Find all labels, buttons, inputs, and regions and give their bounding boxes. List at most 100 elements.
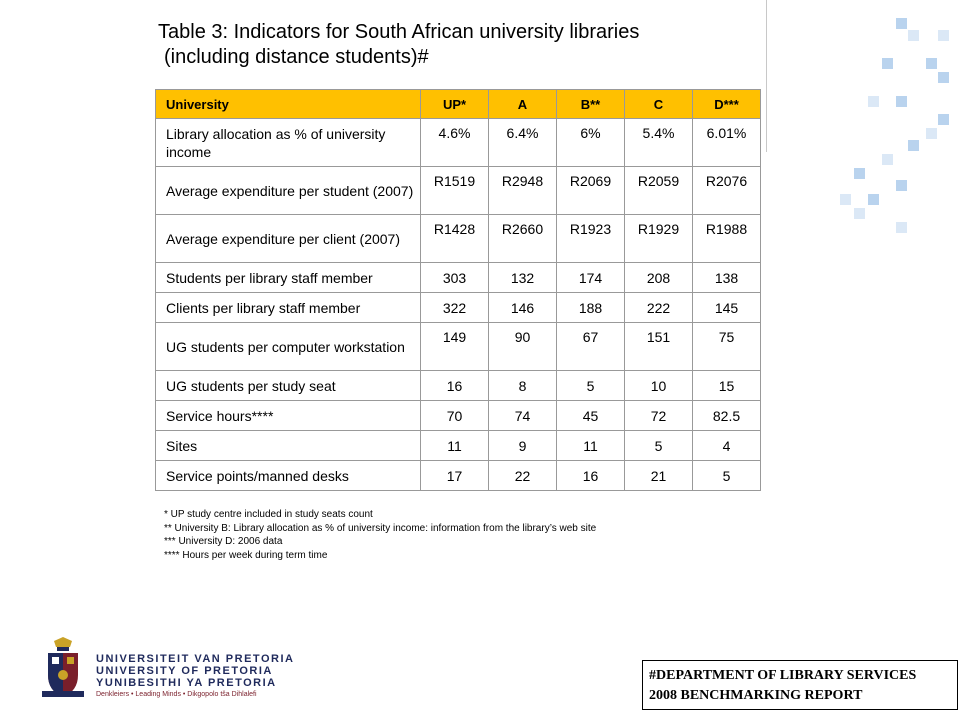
table-cell: 16 [556, 460, 625, 491]
table-cell: 6.4% [488, 118, 557, 167]
department-name: #DEPARTMENT OF LIBRARY SERVICES [649, 668, 917, 683]
table-cell: R1428 [420, 214, 489, 263]
table-row: Students per library staff member 303 13… [155, 262, 761, 293]
logo-wordmark: UNIVERSITEIT VAN PRETORIA UNIVERSITY OF … [96, 653, 294, 700]
row-label: Library allocation as % of university in… [155, 118, 421, 167]
table-cell: R2059 [624, 166, 693, 215]
table-cell: 74 [488, 400, 557, 431]
table-cell: R2660 [488, 214, 557, 263]
table-cell: 90 [488, 322, 557, 371]
table-cell: 5.4% [624, 118, 693, 167]
table-row: Average expenditure per client (2007) R1… [155, 214, 761, 263]
table-cell: R1923 [556, 214, 625, 263]
footnote: ** University B: Library allocation as %… [164, 522, 597, 534]
decor-square [908, 140, 919, 151]
footnote: **** Hours per week during term time [164, 549, 328, 561]
row-label: Clients per library staff member [155, 292, 421, 323]
table-row: UG students per study seat 16 8 5 10 15 [155, 370, 761, 401]
table-row: UG students per computer workstation 149… [155, 322, 761, 371]
table-cell: R1519 [420, 166, 489, 215]
department-footer-box: #DEPARTMENT OF LIBRARY SERVICES 2008 BEN… [642, 660, 958, 710]
decor-square [926, 58, 937, 69]
decor-square [938, 30, 949, 41]
table-row: Average expenditure per student (2007) R… [155, 166, 761, 215]
footnote: * UP study centre included in study seat… [164, 509, 373, 520]
row-label: Average expenditure per student (2007) [155, 166, 421, 215]
table-row: Clients per library staff member 322 146… [155, 292, 761, 323]
column-header: C [624, 89, 693, 119]
table-cell: 174 [556, 262, 625, 293]
decor-square [938, 114, 949, 125]
table-cell: 82.5 [692, 400, 761, 431]
decor-square [882, 58, 893, 69]
table-cell: 75 [692, 322, 761, 371]
table-cell: 72 [624, 400, 693, 431]
decor-square [882, 154, 893, 165]
row-label: UG students per study seat [155, 370, 421, 401]
decor-square [840, 194, 851, 205]
table-cell: 188 [556, 292, 625, 323]
decor-square [938, 72, 949, 83]
table-cell: 11 [420, 430, 489, 461]
column-header: B** [556, 89, 625, 119]
table-cell: R2069 [556, 166, 625, 215]
title-line-1: Table 3: Indicators for South African un… [158, 21, 640, 43]
table-cell: 208 [624, 262, 693, 293]
table-header-row: University UP* A B** C D*** [155, 89, 761, 119]
row-label: Sites [155, 430, 421, 461]
table-cell: R2076 [692, 166, 761, 215]
table-cell: 146 [488, 292, 557, 323]
table-cell: 4.6% [420, 118, 489, 167]
decor-square [854, 168, 865, 179]
logo-line-1: UNIVERSITEIT VAN PRETORIA [96, 653, 295, 665]
table-cell: 4 [692, 430, 761, 461]
column-header: University [155, 89, 421, 119]
table-cell: 5 [624, 430, 693, 461]
table-cell: 10 [624, 370, 693, 401]
table-cell: R2948 [488, 166, 557, 215]
table-cell: 149 [420, 322, 489, 371]
decor-square [926, 128, 937, 139]
decor-square [896, 18, 907, 29]
table-cell: 322 [420, 292, 489, 323]
logo-line-2: UNIVERSITY OF PRETORIA [96, 665, 273, 677]
table-footnotes: * UP study centre included in study seat… [164, 508, 596, 562]
table-cell: 17 [420, 460, 489, 491]
row-label: Service hours**** [155, 400, 421, 431]
divider-line [766, 0, 767, 152]
column-header: D*** [692, 89, 761, 119]
decor-square [854, 208, 865, 219]
table-cell: 5 [556, 370, 625, 401]
table-cell: 8 [488, 370, 557, 401]
table-cell: 21 [624, 460, 693, 491]
column-header: A [488, 89, 557, 119]
table-cell: 303 [420, 262, 489, 293]
table-cell: R1929 [624, 214, 693, 263]
report-name: 2008 BENCHMARKING REPORT [649, 688, 863, 703]
table-cell: 138 [692, 262, 761, 293]
decorative-square-pattern [830, 0, 960, 300]
table-cell: 11 [556, 430, 625, 461]
table-cell: 132 [488, 262, 557, 293]
indicators-table: University UP* A B** C D*** Library allo… [155, 89, 761, 491]
table-row: Service hours**** 70 74 45 72 82.5 [155, 400, 761, 431]
table-cell: 6.01% [692, 118, 761, 167]
row-label: Average expenditure per client (2007) [155, 214, 421, 263]
university-crest-icon [42, 637, 84, 697]
table-cell: 16 [420, 370, 489, 401]
university-logo: UNIVERSITEIT VAN PRETORIA UNIVERSITY OF … [40, 637, 293, 701]
table-cell: 151 [624, 322, 693, 371]
table-cell: 45 [556, 400, 625, 431]
table-cell: 67 [556, 322, 625, 371]
decor-square [896, 96, 907, 107]
decor-square [908, 30, 919, 41]
table-cell: R1988 [692, 214, 761, 263]
slide-title: Table 3: Indicators for South African un… [158, 20, 639, 70]
table-cell: 9 [488, 430, 557, 461]
row-label: UG students per computer workstation [155, 322, 421, 371]
row-label: Service points/manned desks [155, 460, 421, 491]
title-line-2: (including distance students)# [164, 46, 429, 68]
table-cell: 22 [488, 460, 557, 491]
decor-square [896, 180, 907, 191]
column-header: UP* [420, 89, 489, 119]
